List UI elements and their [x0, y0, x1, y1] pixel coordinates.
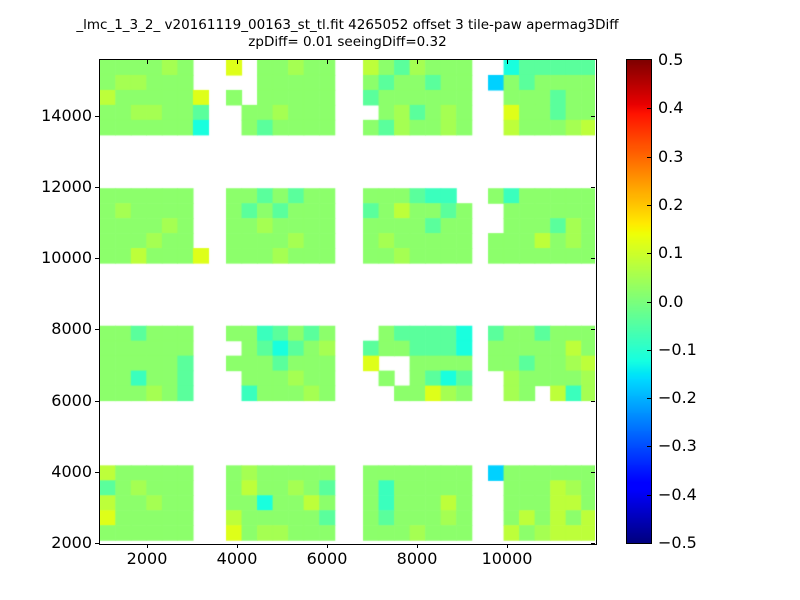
- x-tick-top: [237, 60, 239, 64]
- colorbar-tick-label: 0.5: [658, 50, 684, 69]
- colorbar-tick: [647, 494, 651, 496]
- colorbar-tick: [647, 398, 651, 400]
- x-tick-top: [507, 60, 509, 64]
- y-tick-right: [591, 329, 595, 331]
- x-tick-label: 2000: [126, 549, 168, 568]
- y-tick-label: 8000: [51, 319, 92, 339]
- colorbar-tick-label: −0.2: [658, 388, 697, 408]
- x-tick: [417, 544, 419, 548]
- y-tick: [95, 329, 99, 331]
- colorbar-tick: [647, 446, 651, 448]
- x-tick-top: [147, 60, 149, 64]
- colorbar-tick-label: −0.5: [658, 533, 697, 552]
- y-tick: [95, 471, 99, 473]
- colorbar-tick-label: −0.3: [658, 436, 697, 456]
- colorbar-tick-label: 0.1: [658, 243, 684, 263]
- colorbar-tick-label: 0.4: [658, 98, 684, 118]
- x-tick-label: 4000: [216, 549, 258, 568]
- y-tick-label: 14000: [41, 105, 92, 125]
- axes-border: [99, 59, 597, 545]
- plot-title-line1: _lmc_1_3_2_ v20161119_00163_st_tl.fit 42…: [76, 17, 619, 33]
- y-tick: [95, 258, 99, 260]
- x-tick: [327, 544, 329, 548]
- colorbar-tick: [647, 108, 651, 110]
- y-tick-right: [591, 400, 595, 402]
- colorbar-tick: [647, 156, 651, 158]
- x-tick: [147, 544, 149, 548]
- y-tick-label: 6000: [51, 390, 92, 410]
- x-tick: [507, 544, 509, 548]
- x-tick-label: 10000: [481, 549, 533, 568]
- colorbar-tick: [647, 204, 651, 206]
- colorbar-tick-label: 0.0: [658, 291, 684, 311]
- x-tick-top: [417, 60, 419, 64]
- colorbar-tick: [647, 349, 651, 351]
- x-tick: [237, 544, 239, 548]
- heatmap-canvas: [100, 60, 595, 543]
- y-tick-right: [591, 115, 595, 117]
- y-tick-label: 2000: [51, 533, 92, 552]
- y-tick-right: [591, 543, 595, 544]
- y-tick: [95, 400, 99, 402]
- y-tick-label: 10000: [41, 248, 92, 268]
- x-tick-label: 8000: [396, 549, 438, 568]
- x-tick-label: 6000: [306, 549, 348, 568]
- y-tick-label: 4000: [51, 461, 92, 481]
- colorbar-tick: [647, 301, 651, 303]
- y-tick: [95, 115, 99, 117]
- colorbar-tick-label: 0.2: [658, 194, 684, 214]
- plot-title-line2: zpDiff= 0.01 seeingDiff=0.32: [248, 34, 447, 50]
- y-tick: [95, 543, 99, 544]
- y-tick-right: [591, 258, 595, 260]
- y-tick-right: [591, 471, 595, 473]
- y-tick-right: [591, 186, 595, 188]
- x-tick-top: [327, 60, 329, 64]
- y-tick: [95, 186, 99, 188]
- y-tick-label: 12000: [41, 176, 92, 196]
- colorbar-tick: [647, 253, 651, 255]
- colorbar-tick-label: −0.4: [658, 484, 697, 504]
- colorbar-tick-label: −0.1: [658, 339, 697, 359]
- colorbar-tick-label: 0.3: [658, 146, 684, 166]
